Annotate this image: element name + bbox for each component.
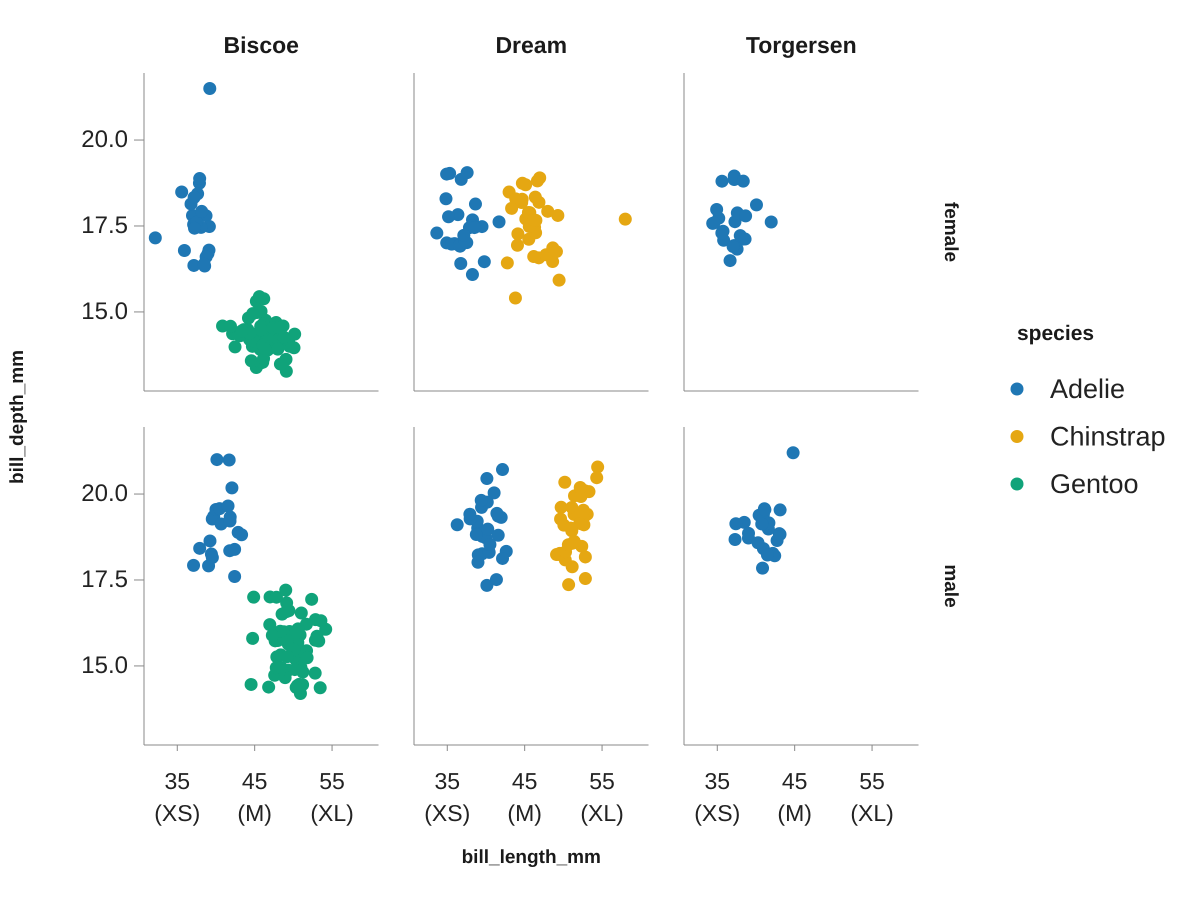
svg-text:female: female xyxy=(940,202,961,262)
svg-text:55: 55 xyxy=(319,768,345,794)
svg-text:Dream: Dream xyxy=(495,32,567,58)
svg-text:20.0: 20.0 xyxy=(81,126,128,153)
svg-text:species: species xyxy=(1017,322,1094,345)
svg-text:45: 45 xyxy=(782,768,808,794)
svg-text:17.5: 17.5 xyxy=(81,566,128,593)
svg-text:45: 45 xyxy=(242,768,268,794)
svg-text:55: 55 xyxy=(589,768,615,794)
svg-text:Biscoe: Biscoe xyxy=(224,32,299,58)
svg-text:(M): (M) xyxy=(237,800,271,826)
svg-text:(XS): (XS) xyxy=(694,800,740,826)
svg-text:male: male xyxy=(940,564,961,607)
svg-text:Torgersen: Torgersen xyxy=(746,32,857,58)
svg-text:35: 35 xyxy=(434,768,460,794)
svg-text:15.0: 15.0 xyxy=(81,652,128,679)
svg-text:35: 35 xyxy=(164,768,190,794)
svg-text:Gentoo: Gentoo xyxy=(1050,469,1139,499)
svg-text:(M): (M) xyxy=(507,800,541,826)
svg-text:bill_depth_mm: bill_depth_mm xyxy=(7,350,28,484)
svg-text:(XS): (XS) xyxy=(424,800,470,826)
svg-text:15.0: 15.0 xyxy=(81,298,128,325)
svg-text:55: 55 xyxy=(859,768,885,794)
svg-text:(XL): (XL) xyxy=(580,800,623,826)
svg-text:Adelie: Adelie xyxy=(1050,374,1125,404)
svg-text:(XS): (XS) xyxy=(154,800,200,826)
svg-text:(XL): (XL) xyxy=(310,800,353,826)
svg-text:Chinstrap: Chinstrap xyxy=(1050,422,1166,452)
svg-text:(XL): (XL) xyxy=(850,800,893,826)
svg-text:17.5: 17.5 xyxy=(81,212,128,239)
svg-text:35: 35 xyxy=(704,768,730,794)
svg-text:45: 45 xyxy=(512,768,538,794)
svg-text:bill_length_mm: bill_length_mm xyxy=(462,847,601,868)
svg-text:(M): (M) xyxy=(777,800,811,826)
svg-text:20.0: 20.0 xyxy=(81,480,128,507)
